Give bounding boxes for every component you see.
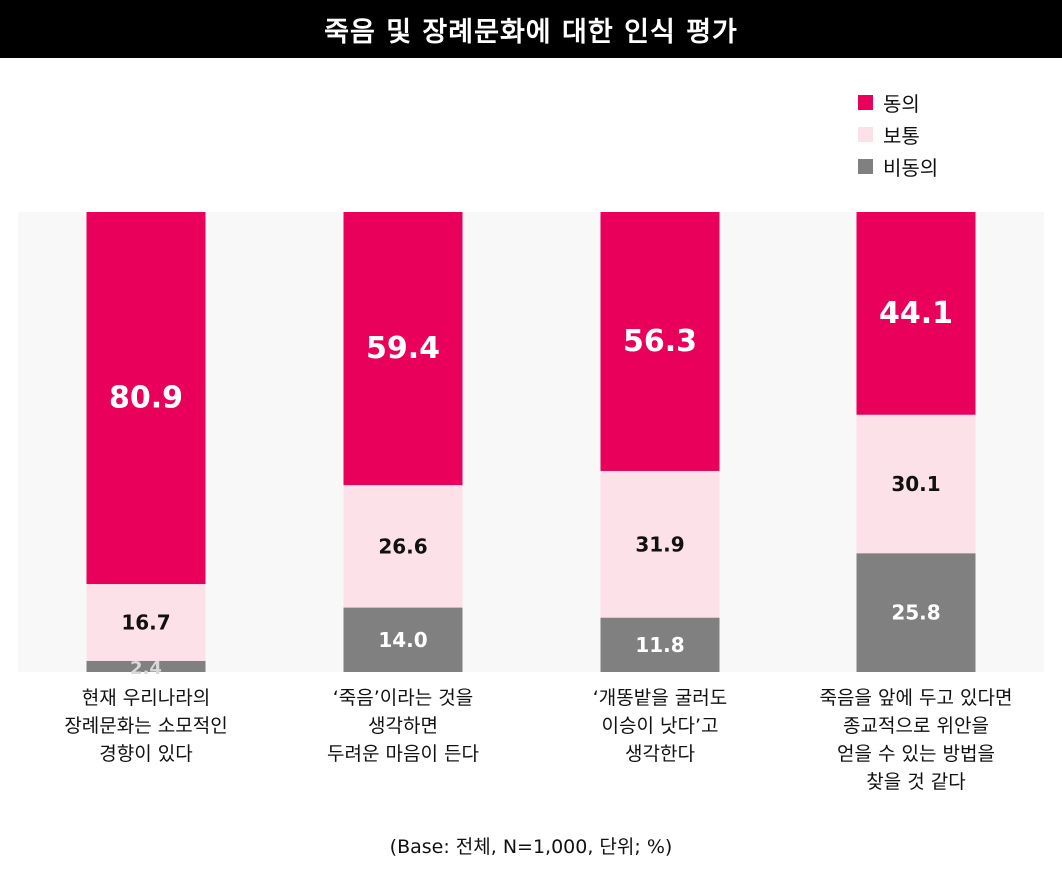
value-label-agree-2: 59.4 [366, 331, 440, 366]
legend-swatch-neutral [858, 126, 873, 142]
legend-item-agree: 동의 [858, 86, 1048, 118]
legend-label-neutral: 보통 [883, 123, 920, 148]
value-label-agree-4: 44.1 [879, 296, 953, 331]
legend-item-neutral: 보통 [858, 118, 1048, 150]
legend-label-agree: 동의 [883, 91, 920, 116]
bar-agree-1 [86, 212, 206, 585]
bar-agree-4 [856, 212, 976, 415]
value-label-agree-3: 56.3 [623, 324, 697, 359]
value-label-neutral-1: 16.7 [121, 611, 170, 635]
bar-disagree-4 [856, 553, 976, 672]
value-label-disagree-4: 25.8 [891, 601, 940, 625]
value-label-disagree-1: 2.4 [130, 658, 162, 679]
value-label-disagree-3: 11.8 [635, 633, 684, 657]
bar-agree-3 [600, 212, 720, 471]
value-label-agree-1: 80.9 [109, 381, 183, 416]
bar-agree-2 [343, 212, 463, 486]
legend-item-disagree: 비동의 [858, 150, 1048, 182]
bar-disagree-1 [86, 660, 206, 672]
legend-swatch-disagree [858, 158, 873, 174]
category-label-2: ‘죽음’이라는 것을 생각하면 두려운 마음이 든다 [327, 687, 479, 765]
category-label-4: 죽음을 앞에 두고 있다면 종교적으로 위안을 얻을 수 있는 방법을 찾을 것… [819, 687, 1013, 793]
value-label-neutral-4: 30.1 [891, 472, 940, 496]
bar-neutral-1 [86, 584, 206, 661]
value-label-neutral-3: 31.9 [635, 532, 684, 556]
category-label-1: 현재 우리나라의 장례문화는 소모적인 경향이 있다 [64, 687, 228, 765]
legend: 동의 보통 비동의 [858, 86, 1048, 182]
bar-neutral-2 [343, 485, 463, 608]
legend-label-disagree: 비동의 [883, 155, 939, 180]
category-label-3: ‘개똥밭을 굴러도 이승이 낫다’고 생각한다 [592, 687, 728, 765]
bar-neutral-3 [600, 470, 720, 618]
legend-swatch-agree [858, 94, 873, 110]
value-label-disagree-2: 14.0 [378, 628, 427, 652]
bar-disagree-3 [600, 617, 720, 672]
chart-title: 죽음 및 장례문화에 대한 인식 평가 [0, 0, 1062, 58]
bar-disagree-2 [343, 607, 463, 672]
footnote: (Base: 전체, N=1,000, 단위; %) [389, 836, 673, 858]
bar-neutral-4 [856, 414, 976, 554]
value-label-neutral-2: 26.6 [378, 534, 427, 558]
